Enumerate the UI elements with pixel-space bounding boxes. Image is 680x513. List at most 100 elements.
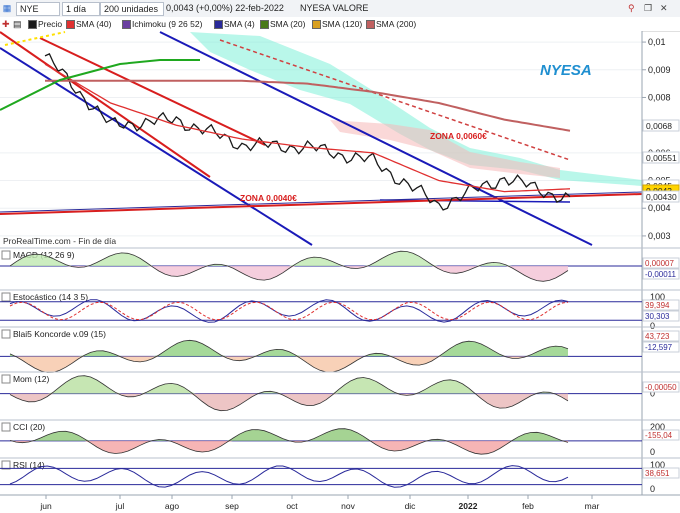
restore-window-icon[interactable]: ❐: [644, 3, 653, 13]
legend-item[interactable]: SMA (4): [214, 18, 255, 30]
dashed-resistance: [219, 39, 571, 161]
indicator-line: [9, 339, 569, 373]
panel-value-label: -0,00050: [645, 383, 677, 392]
panel-settings-icon[interactable]: [1, 460, 11, 470]
panel-value-label: -155,04: [645, 431, 673, 440]
price-tag-box: [642, 151, 680, 164]
legend-label: Ichimoku (9 26 52): [132, 19, 203, 29]
legend-item[interactable]: Ichimoku (9 26 52): [122, 18, 202, 30]
panel-scale-label: 0: [650, 389, 655, 399]
series-line: [0, 59, 200, 111]
zona-0040-line-blue: [0, 191, 643, 213]
x-tick-label: feb: [522, 501, 534, 511]
panel-value-box: [642, 467, 680, 479]
price-tag-label: 0,00551: [646, 153, 677, 163]
panel-value-box: [642, 429, 680, 441]
panel-scale-label: 100: [650, 292, 665, 302]
legend-label: SMA (40): [76, 19, 112, 29]
legend-item[interactable]: SMA (40): [66, 18, 111, 30]
histogram-positive: [10, 340, 568, 357]
panel-value-box: [642, 268, 680, 280]
x-tick-label: dic: [405, 501, 417, 511]
legend-swatch: [366, 20, 375, 29]
pin-icon[interactable]: ⚲: [628, 3, 635, 13]
panel-title: Mom (12): [13, 374, 50, 384]
legend-label: SMA (20): [270, 19, 306, 29]
price-tag-label: 0,0068: [646, 121, 672, 131]
panel-value-box: [642, 341, 680, 353]
zona-0040-line: [0, 193, 643, 215]
panel-value-label: 30,303: [645, 312, 670, 321]
panel-value-label: 38,651: [645, 469, 670, 478]
panel-scale-label: 200: [650, 422, 665, 432]
add-indicator-icon[interactable]: ✚: [2, 19, 10, 29]
zona-upper-label: ZONA 0,0060€: [430, 131, 487, 141]
panel-scale-label: 0: [650, 447, 655, 457]
panel-value-box: [642, 330, 680, 342]
panel-settings-icon[interactable]: [1, 292, 11, 302]
ichimoku-cloud: [190, 32, 642, 186]
histogram-negative: [10, 266, 568, 282]
panel-title: Estocástico (14 3 5): [13, 292, 88, 302]
series-line: [45, 79, 571, 132]
indicator-line: [9, 428, 569, 455]
legend-item[interactable]: SMA (20): [260, 18, 305, 30]
source-label: ProRealTime.com - Fin de día: [3, 236, 116, 246]
series-line: [44, 63, 571, 193]
panel-value-box: [642, 310, 680, 322]
panel-value-label: 39,394: [645, 301, 670, 310]
x-tick-label: 2022: [459, 501, 478, 511]
legend-swatch: [66, 20, 75, 29]
ichimoku-cloud-red: [330, 120, 560, 178]
signal-line: [9, 301, 569, 321]
x-tick-label: mar: [585, 501, 600, 511]
price-tick-label: 0,003: [648, 231, 671, 241]
x-tick-label: jun: [39, 501, 52, 511]
legend-item[interactable]: Precio: [28, 18, 62, 30]
legend-item[interactable]: SMA (120): [312, 18, 362, 30]
panel-scale-label: 100: [650, 460, 665, 470]
histogram-negative: [10, 356, 568, 373]
settings-icon[interactable]: ▤: [13, 19, 22, 29]
legend-label: SMA (120): [322, 19, 363, 29]
panel-value-label: 0,00007: [645, 259, 674, 268]
interval-select[interactable]: 1 día: [62, 2, 100, 16]
legend-swatch: [312, 20, 321, 29]
legend-label: SMA (200): [376, 19, 417, 29]
indicator-line: [9, 250, 569, 282]
histogram-negative: [10, 393, 568, 411]
panel-title: RSI (14): [13, 460, 45, 470]
price-tag-box: [642, 119, 680, 132]
price-tag-box: [642, 190, 680, 203]
legend-swatch: [122, 20, 131, 29]
panel-settings-icon[interactable]: [1, 250, 11, 260]
series-line: [44, 53, 571, 211]
panel-value-box: [642, 257, 680, 269]
price-tick-label: 0,009: [648, 65, 671, 75]
panel-value-label: -0,00011: [645, 270, 677, 279]
panel-settings-icon[interactable]: [1, 422, 11, 432]
legend-item[interactable]: SMA (200): [366, 18, 416, 30]
panel-value-box: [642, 299, 680, 311]
panel-value-box: [642, 381, 680, 393]
legend-swatch: [214, 20, 223, 29]
ticker-select[interactable]: NYE: [16, 2, 60, 16]
panel-settings-icon[interactable]: [1, 374, 11, 384]
indicator-line: [9, 375, 569, 412]
units-select[interactable]: 200 unidades: [100, 2, 164, 16]
chart-title: NYESA: [540, 62, 592, 79]
instrument-icon[interactable]: ▦: [2, 3, 12, 13]
histogram-negative: [10, 440, 568, 455]
x-axis: jun jul ago sep oct nov dic 2022 feb mar: [39, 495, 599, 511]
histogram-positive: [10, 428, 568, 441]
price-tick-label: 0,008: [648, 92, 671, 102]
panel-settings-icon[interactable]: [1, 329, 11, 339]
price-tick-label: 0,004: [648, 203, 671, 213]
zona-lower-label: ZONA 0,0040€: [240, 193, 297, 203]
trendline-red-2: [39, 37, 266, 146]
close-icon[interactable]: ✕: [660, 3, 668, 13]
x-tick-label: sep: [225, 501, 239, 511]
price-tag-label: 0,00430: [646, 192, 677, 202]
